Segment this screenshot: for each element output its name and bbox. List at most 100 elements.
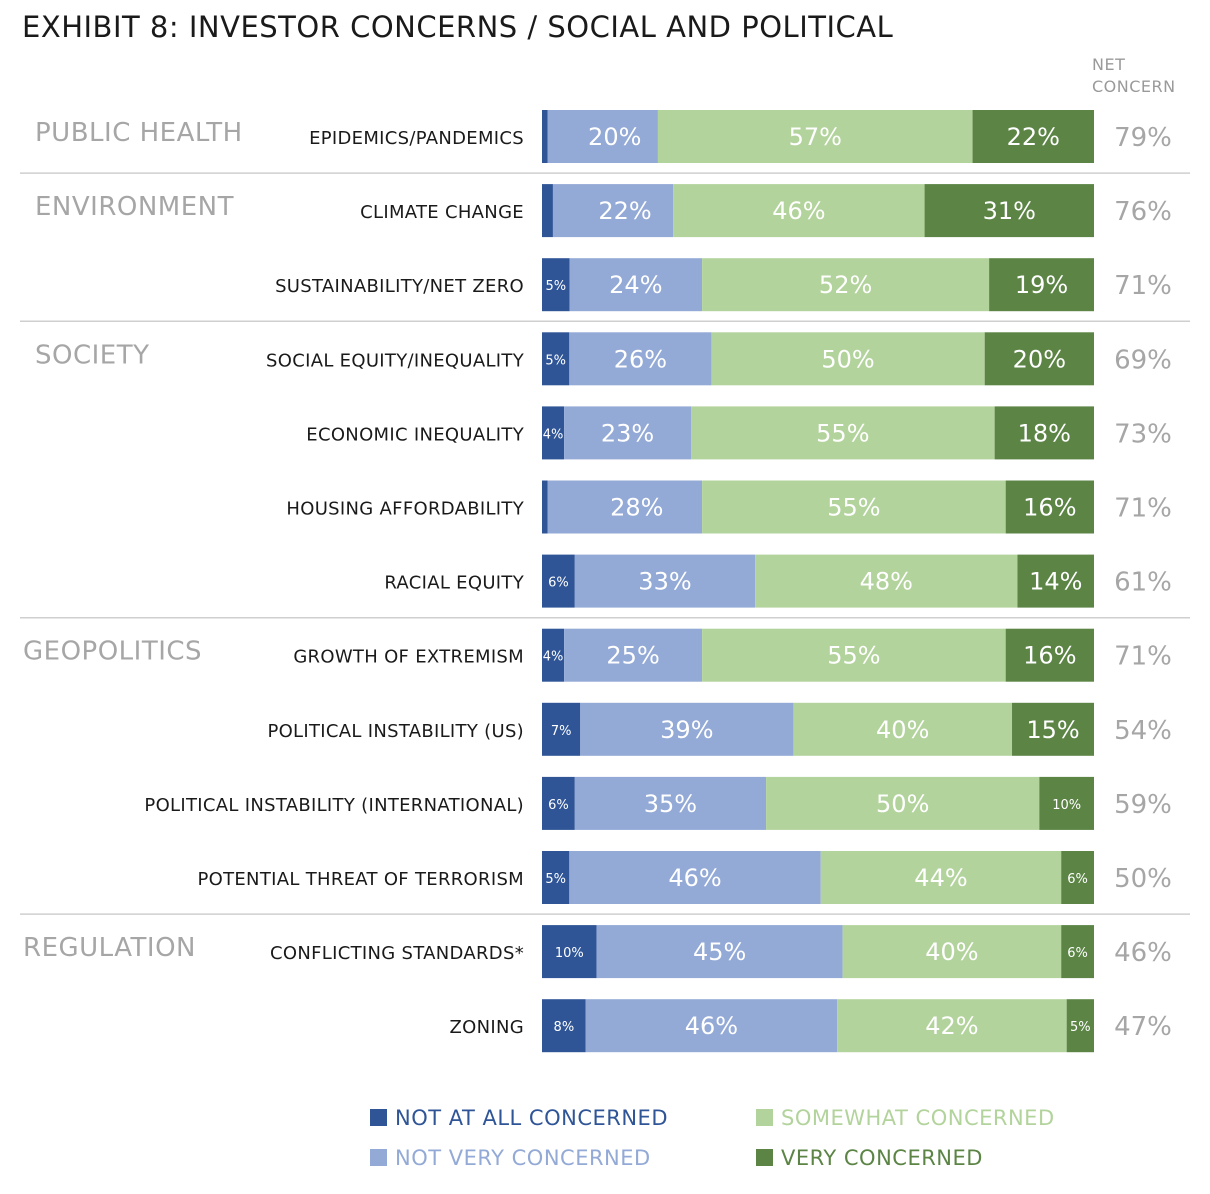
bar-value-label-very-climate-change: 31% bbox=[983, 197, 1036, 225]
bar-segment-somewhat-political-instability-international bbox=[766, 776, 1040, 830]
bar-segment-very-climate-change bbox=[924, 184, 1094, 238]
net-concern-value-economic-inequality: 73% bbox=[1114, 419, 1172, 449]
bar-segment-not-very-conflicting-standards bbox=[596, 925, 843, 979]
bar-segment-somewhat-epidemics-pandemics bbox=[657, 110, 973, 163]
bar-value-label-very-social-equity-inequality: 20% bbox=[1013, 345, 1066, 373]
row-label-economic-inequality: ECONOMIC INEQUALITY bbox=[306, 424, 524, 445]
bar-segment-not-at_all-climate-change bbox=[542, 184, 553, 238]
bar-segment-very-racial-equity bbox=[1017, 554, 1094, 608]
bar-value-label-not-very-political-instability-us: 39% bbox=[660, 716, 713, 744]
bar-value-label-not-at_all-zoning: 8% bbox=[554, 1020, 575, 1035]
bar-value-label-very-economic-inequality: 18% bbox=[1018, 419, 1071, 447]
bar-segment-somewhat-sustainability-net-zero bbox=[702, 258, 990, 312]
net-concern-value-sustainability-net-zero: 71% bbox=[1114, 271, 1172, 301]
bar-value-label-not-at_all-economic-inequality: 4% bbox=[543, 427, 564, 442]
net-concern-value-political-instability-international: 59% bbox=[1114, 790, 1172, 820]
legend-item-not-very: NOT VERY CONCERNED bbox=[370, 1146, 651, 1170]
bar-value-label-somewhat-political-instability-international: 50% bbox=[876, 790, 929, 818]
legend-item-not-at-all: NOT AT ALL CONCERNED bbox=[370, 1106, 668, 1130]
bar-value-label-very-conflicting-standards: 6% bbox=[1067, 946, 1088, 961]
bar-value-label-not-very-social-equity-inequality: 26% bbox=[614, 345, 667, 373]
bar-segment-not-very-sustainability-net-zero bbox=[569, 258, 703, 312]
legend-swatch-not-very bbox=[370, 1149, 387, 1166]
legend-label-not-at-all: NOT AT ALL CONCERNED bbox=[395, 1106, 668, 1130]
bar-value-label-not-very-epidemics-pandemics: 20% bbox=[588, 123, 641, 151]
legend-label-not-very: NOT VERY CONCERNED bbox=[395, 1146, 651, 1170]
bar-segment-very-housing-affordability bbox=[1005, 480, 1094, 534]
net-concern-value-potential-threat-of-terrorism: 50% bbox=[1114, 864, 1172, 894]
bar-value-label-somewhat-growth-of-extremism: 55% bbox=[827, 642, 880, 670]
legend-swatch-very bbox=[756, 1149, 773, 1166]
bar-segment-not-very-growth-of-extremism bbox=[564, 628, 703, 682]
bar-segment-somewhat-social-equity-inequality bbox=[711, 332, 985, 386]
bar-segment-somewhat-racial-equity bbox=[755, 554, 1018, 608]
bar-segment-very-social-equity-inequality bbox=[984, 332, 1094, 386]
legend-label-very: VERY CONCERNED bbox=[781, 1146, 983, 1170]
legend-item-very: VERY CONCERNED bbox=[756, 1146, 983, 1170]
bar-segment-very-zoning bbox=[1066, 999, 1094, 1053]
bar-value-label-very-epidemics-pandemics: 22% bbox=[1007, 123, 1060, 151]
bar-segment-not-at_all-political-instability-international bbox=[542, 776, 575, 830]
bar-value-label-very-housing-affordability: 16% bbox=[1023, 494, 1076, 522]
bar-segment-very-potential-threat-of-terrorism bbox=[1061, 851, 1094, 904]
bar-segment-somewhat-zoning bbox=[837, 999, 1067, 1053]
bar-segment-somewhat-growth-of-extremism bbox=[702, 628, 1006, 682]
net-concern-value-epidemics-pandemics: 79% bbox=[1114, 123, 1172, 153]
bar-value-label-very-zoning: 5% bbox=[1070, 1020, 1091, 1035]
bar-segment-not-very-epidemics-pandemics bbox=[547, 110, 658, 163]
bar-value-label-somewhat-social-equity-inequality: 50% bbox=[821, 345, 874, 373]
category-label-public-health: PUBLIC HEALTH bbox=[35, 118, 243, 148]
bar-segment-not-very-housing-affordability bbox=[547, 480, 703, 534]
net-concern-value-conflicting-standards: 46% bbox=[1114, 938, 1172, 968]
net-concern-value-racial-equity: 61% bbox=[1114, 568, 1172, 598]
bar-segment-not-at_all-conflicting-standards bbox=[542, 925, 597, 979]
row-label-zoning: ZONING bbox=[450, 1017, 525, 1038]
bar-value-label-somewhat-sustainability-net-zero: 52% bbox=[819, 271, 872, 299]
bar-value-label-not-at_all-political-instability-us: 7% bbox=[551, 724, 572, 739]
row-label-growth-of-extremism: GROWTH OF EXTREMISM bbox=[293, 647, 524, 668]
bar-segment-not-at_all-sustainability-net-zero bbox=[542, 258, 570, 312]
row-label-sustainability-net-zero: SUSTAINABILITY/NET ZERO bbox=[275, 276, 524, 297]
row-label-potential-threat-of-terrorism: POTENTIAL THREAT OF TERRORISM bbox=[197, 869, 524, 890]
category-label-geopolitics: GEOPOLITICS bbox=[23, 637, 202, 667]
bar-segment-not-very-potential-threat-of-terrorism bbox=[569, 851, 821, 904]
bar-segment-very-economic-inequality bbox=[994, 406, 1094, 460]
net-concern-value-climate-change: 76% bbox=[1114, 197, 1172, 227]
net-concern-value-political-instability-us: 54% bbox=[1114, 716, 1172, 746]
bar-segment-somewhat-potential-threat-of-terrorism bbox=[820, 851, 1062, 904]
bar-value-label-somewhat-housing-affordability: 55% bbox=[827, 494, 880, 522]
bar-value-label-not-at_all-political-instability-international: 6% bbox=[548, 798, 569, 813]
category-label-society: SOCIETY bbox=[35, 340, 149, 370]
bar-segment-not-at_all-potential-threat-of-terrorism bbox=[542, 851, 570, 904]
bar-segment-not-at_all-zoning bbox=[542, 999, 586, 1053]
row-label-racial-equity: RACIAL EQUITY bbox=[384, 573, 524, 594]
bar-segment-very-sustainability-net-zero bbox=[989, 258, 1094, 312]
bar-value-label-very-sustainability-net-zero: 19% bbox=[1015, 271, 1068, 299]
bar-value-label-not-at_all-growth-of-extremism: 4% bbox=[543, 650, 564, 665]
bar-segment-very-political-instability-us bbox=[1012, 702, 1094, 756]
bar-value-label-very-growth-of-extremism: 16% bbox=[1023, 642, 1076, 670]
row-label-climate-change: CLIMATE CHANGE bbox=[360, 202, 524, 223]
bar-value-label-not-very-economic-inequality: 23% bbox=[601, 419, 654, 447]
row-label-social-equity-inequality: SOCIAL EQUITY/INEQUALITY bbox=[266, 350, 525, 371]
bar-value-label-somewhat-climate-change: 46% bbox=[772, 197, 825, 225]
bar-segment-very-growth-of-extremism bbox=[1005, 628, 1094, 682]
legend-item-somewhat: SOMEWHAT CONCERNED bbox=[756, 1106, 1055, 1130]
bar-segment-not-at_all-epidemics-pandemics bbox=[542, 110, 548, 163]
bar-segment-not-very-political-instability-us bbox=[580, 702, 794, 756]
category-label-environment: ENVIRONMENT bbox=[35, 192, 234, 222]
bar-segment-not-very-racial-equity bbox=[574, 554, 756, 608]
bar-segment-not-at_all-housing-affordability bbox=[542, 480, 548, 534]
bar-value-label-not-very-potential-threat-of-terrorism: 46% bbox=[668, 864, 721, 892]
bar-segment-not-very-social-equity-inequality bbox=[569, 332, 712, 386]
legend-swatch-not-at-all bbox=[370, 1109, 387, 1126]
legend-label-somewhat: SOMEWHAT CONCERNED bbox=[781, 1106, 1055, 1130]
bar-segment-somewhat-political-instability-us bbox=[793, 702, 1013, 756]
bar-value-label-not-very-zoning: 46% bbox=[685, 1012, 738, 1040]
net-header-line-2: CONCERN bbox=[1092, 77, 1176, 96]
bar-value-label-somewhat-potential-threat-of-terrorism: 44% bbox=[914, 864, 967, 892]
bar-value-label-very-political-instability-international: 10% bbox=[1052, 798, 1081, 813]
bar-value-label-not-very-conflicting-standards: 45% bbox=[693, 938, 746, 966]
bar-value-label-somewhat-zoning: 42% bbox=[925, 1012, 978, 1040]
bar-segment-somewhat-housing-affordability bbox=[702, 480, 1006, 534]
